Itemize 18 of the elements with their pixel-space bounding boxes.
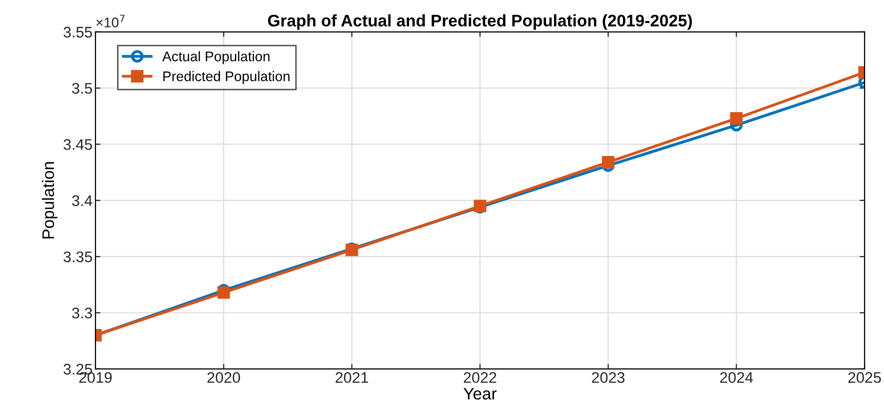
y-tick-label: 3.3 (72, 308, 92, 318)
y-tick-label: 3.5 (72, 82, 92, 94)
chart-title: Graph of Actual and Predicted Population (2019-2025) (268, 14, 692, 30)
x-tick-label: 2024 (720, 372, 753, 383)
x-axis-title: Year (464, 388, 497, 400)
y-tick-label: 3.4 (72, 195, 92, 206)
y-tick-label: 3.45 (64, 139, 92, 150)
x-tick-label: 2021 (336, 372, 368, 383)
legend-label: Predicted Population (163, 71, 290, 84)
x-tick-label: 2020 (207, 372, 240, 383)
text: ×10$^{7}$ (96, 14, 125, 28)
y-tick-label: 3.55 (64, 26, 92, 38)
y-axis-title: Population (42, 162, 58, 238)
x-tick-label: 2023 (592, 372, 625, 383)
x-tick-label: 2025 (848, 372, 881, 383)
legend-label: Actual Population (162, 51, 270, 64)
y-tick-label: 3.35 (64, 251, 92, 262)
x-tick-label: 2022 (464, 372, 496, 383)
